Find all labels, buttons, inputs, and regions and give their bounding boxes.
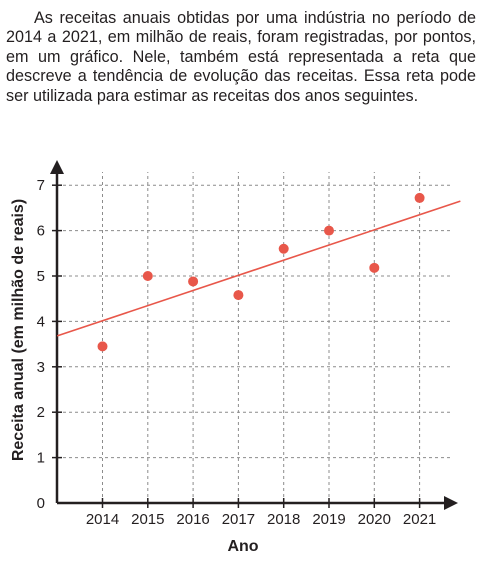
trend-line [56, 200, 461, 337]
x-tick-label: 2015 [131, 511, 164, 528]
data-point-2019 [324, 225, 334, 236]
y-tick-labels: 0 1 2 3 4 5 6 7 [37, 177, 45, 512]
x-tick-label: 2019 [312, 511, 345, 528]
x-tick-label: 2021 [403, 511, 436, 528]
x-tick-label: 2016 [176, 511, 209, 528]
y-tick-label: 6 [37, 223, 45, 240]
x-tick-label: 2014 [86, 511, 119, 528]
axes [50, 160, 458, 510]
grid-lines [57, 172, 452, 503]
x-tick-label: 2017 [222, 511, 255, 528]
data-point-2020 [369, 262, 380, 273]
x-tick-label: 2018 [267, 511, 300, 528]
x-axis-title: Ano [227, 538, 258, 555]
data-point-2017 [233, 290, 244, 301]
intro-paragraph: As receitas anuais obtidas por uma indús… [6, 9, 476, 105]
data-point-2016 [188, 276, 199, 287]
y-tick-label: 1 [37, 450, 45, 467]
trend-line-group [56, 200, 461, 337]
y-axis-title: Receita anual (em milhão de reais) [10, 199, 27, 461]
y-tick-label: 5 [37, 268, 45, 285]
y-tick-label: 7 [37, 177, 45, 194]
x-tick-labels: 2014 2015 2016 2017 2018 2019 2020 2021 [86, 511, 436, 528]
data-points [97, 192, 425, 352]
y-tick-label: 3 [37, 359, 45, 376]
data-point-2014 [97, 341, 108, 352]
y-tick-label: 4 [37, 313, 45, 330]
y-axis-arrow [50, 160, 64, 174]
x-axis-arrow [444, 496, 458, 510]
y-tick-label: 2 [37, 404, 45, 421]
y-tick-label: 0 [37, 495, 45, 512]
x-tick-label: 2020 [358, 511, 391, 528]
data-point-2018 [278, 243, 289, 254]
data-point-2015 [142, 271, 153, 281]
data-point-2021 [414, 192, 425, 203]
